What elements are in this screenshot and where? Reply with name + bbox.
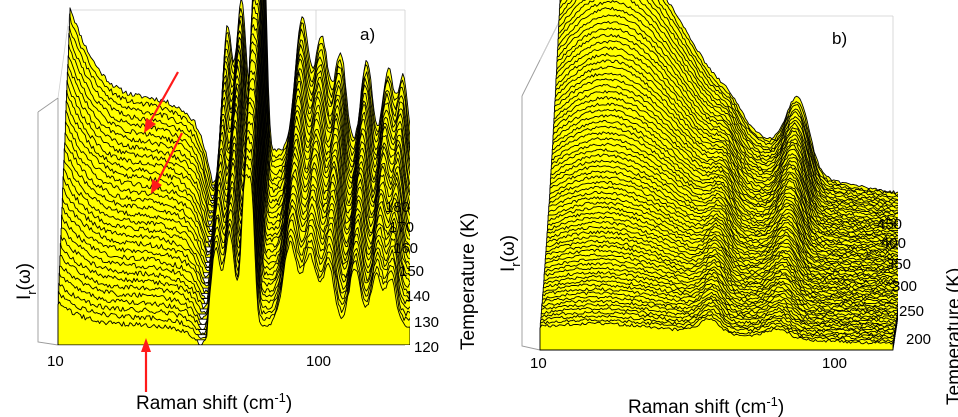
panel-b-z-tick-450: 450	[877, 216, 902, 233]
panel-a-z-tick-170: 170	[389, 219, 414, 236]
panel-a-z-ticks: 120 130 140 150 160 170 180	[385, 199, 439, 356]
panel-b-z-tick-200: 200	[906, 331, 931, 348]
waterfall-b	[539, 0, 898, 351]
waterfall-a	[57, 0, 410, 345]
panel-a-z-tick-130: 130	[414, 314, 439, 331]
spectrum-trace	[539, 318, 894, 351]
panel-a-z-tick-180: 180	[385, 199, 410, 216]
panel-a-x-axis-title: Raman shift (cm-1)	[136, 390, 292, 414]
panel-b-letter: b)	[832, 29, 847, 48]
panel-b-x-axis-title: Raman shift (cm-1)	[628, 394, 784, 417]
panel-a-z-tick-140: 140	[405, 288, 430, 305]
panel-b-x-tick-100: 100	[822, 355, 847, 372]
panel-b-z-tick-250: 250	[899, 303, 924, 320]
arrow-1	[144, 71, 179, 133]
panel-b-x-ticks: 10 100	[530, 355, 847, 372]
panel-b-z-axis-title: Temperature (K)	[944, 268, 958, 405]
spectrum-trace	[57, 174, 410, 345]
panel-a-arrows	[141, 71, 183, 392]
panel-a-z-axis-title: Temperature (K)	[458, 213, 479, 350]
panel-a-letter: a)	[360, 25, 375, 44]
panel-a-x-tick-10: 10	[47, 353, 64, 370]
panel-b-x-tick-10: 10	[530, 355, 547, 372]
panel-b-z-ticks: 200 250 300 350 400 450	[877, 216, 931, 348]
arrow-3	[141, 338, 151, 392]
panel-b-z-tick-350: 350	[886, 256, 911, 273]
panel-b: b) 10 100 Raman shift (cm-1) Ir(ω) 200 2…	[498, 0, 958, 417]
panel-b-z-tick-400: 400	[881, 235, 906, 252]
arrow-2	[151, 132, 183, 194]
panel-a-z-tick-150: 150	[399, 263, 424, 280]
panel-b-y-axis-title: Ir(ω)	[498, 235, 523, 272]
panel-a: a) 10 100 Raman shift (cm-1) Ir(ω) 120 1…	[14, 0, 479, 414]
panel-a-z-tick-120: 120	[414, 339, 439, 356]
panel-a-x-tick-100: 100	[306, 353, 331, 370]
panel-a-y-axis-title: Ir(ω)	[14, 263, 39, 300]
panel-b-z-tick-300: 300	[892, 278, 917, 295]
panel-a-x-ticks: 10 100	[47, 353, 331, 370]
panel-a-z-tick-160: 160	[393, 240, 418, 257]
